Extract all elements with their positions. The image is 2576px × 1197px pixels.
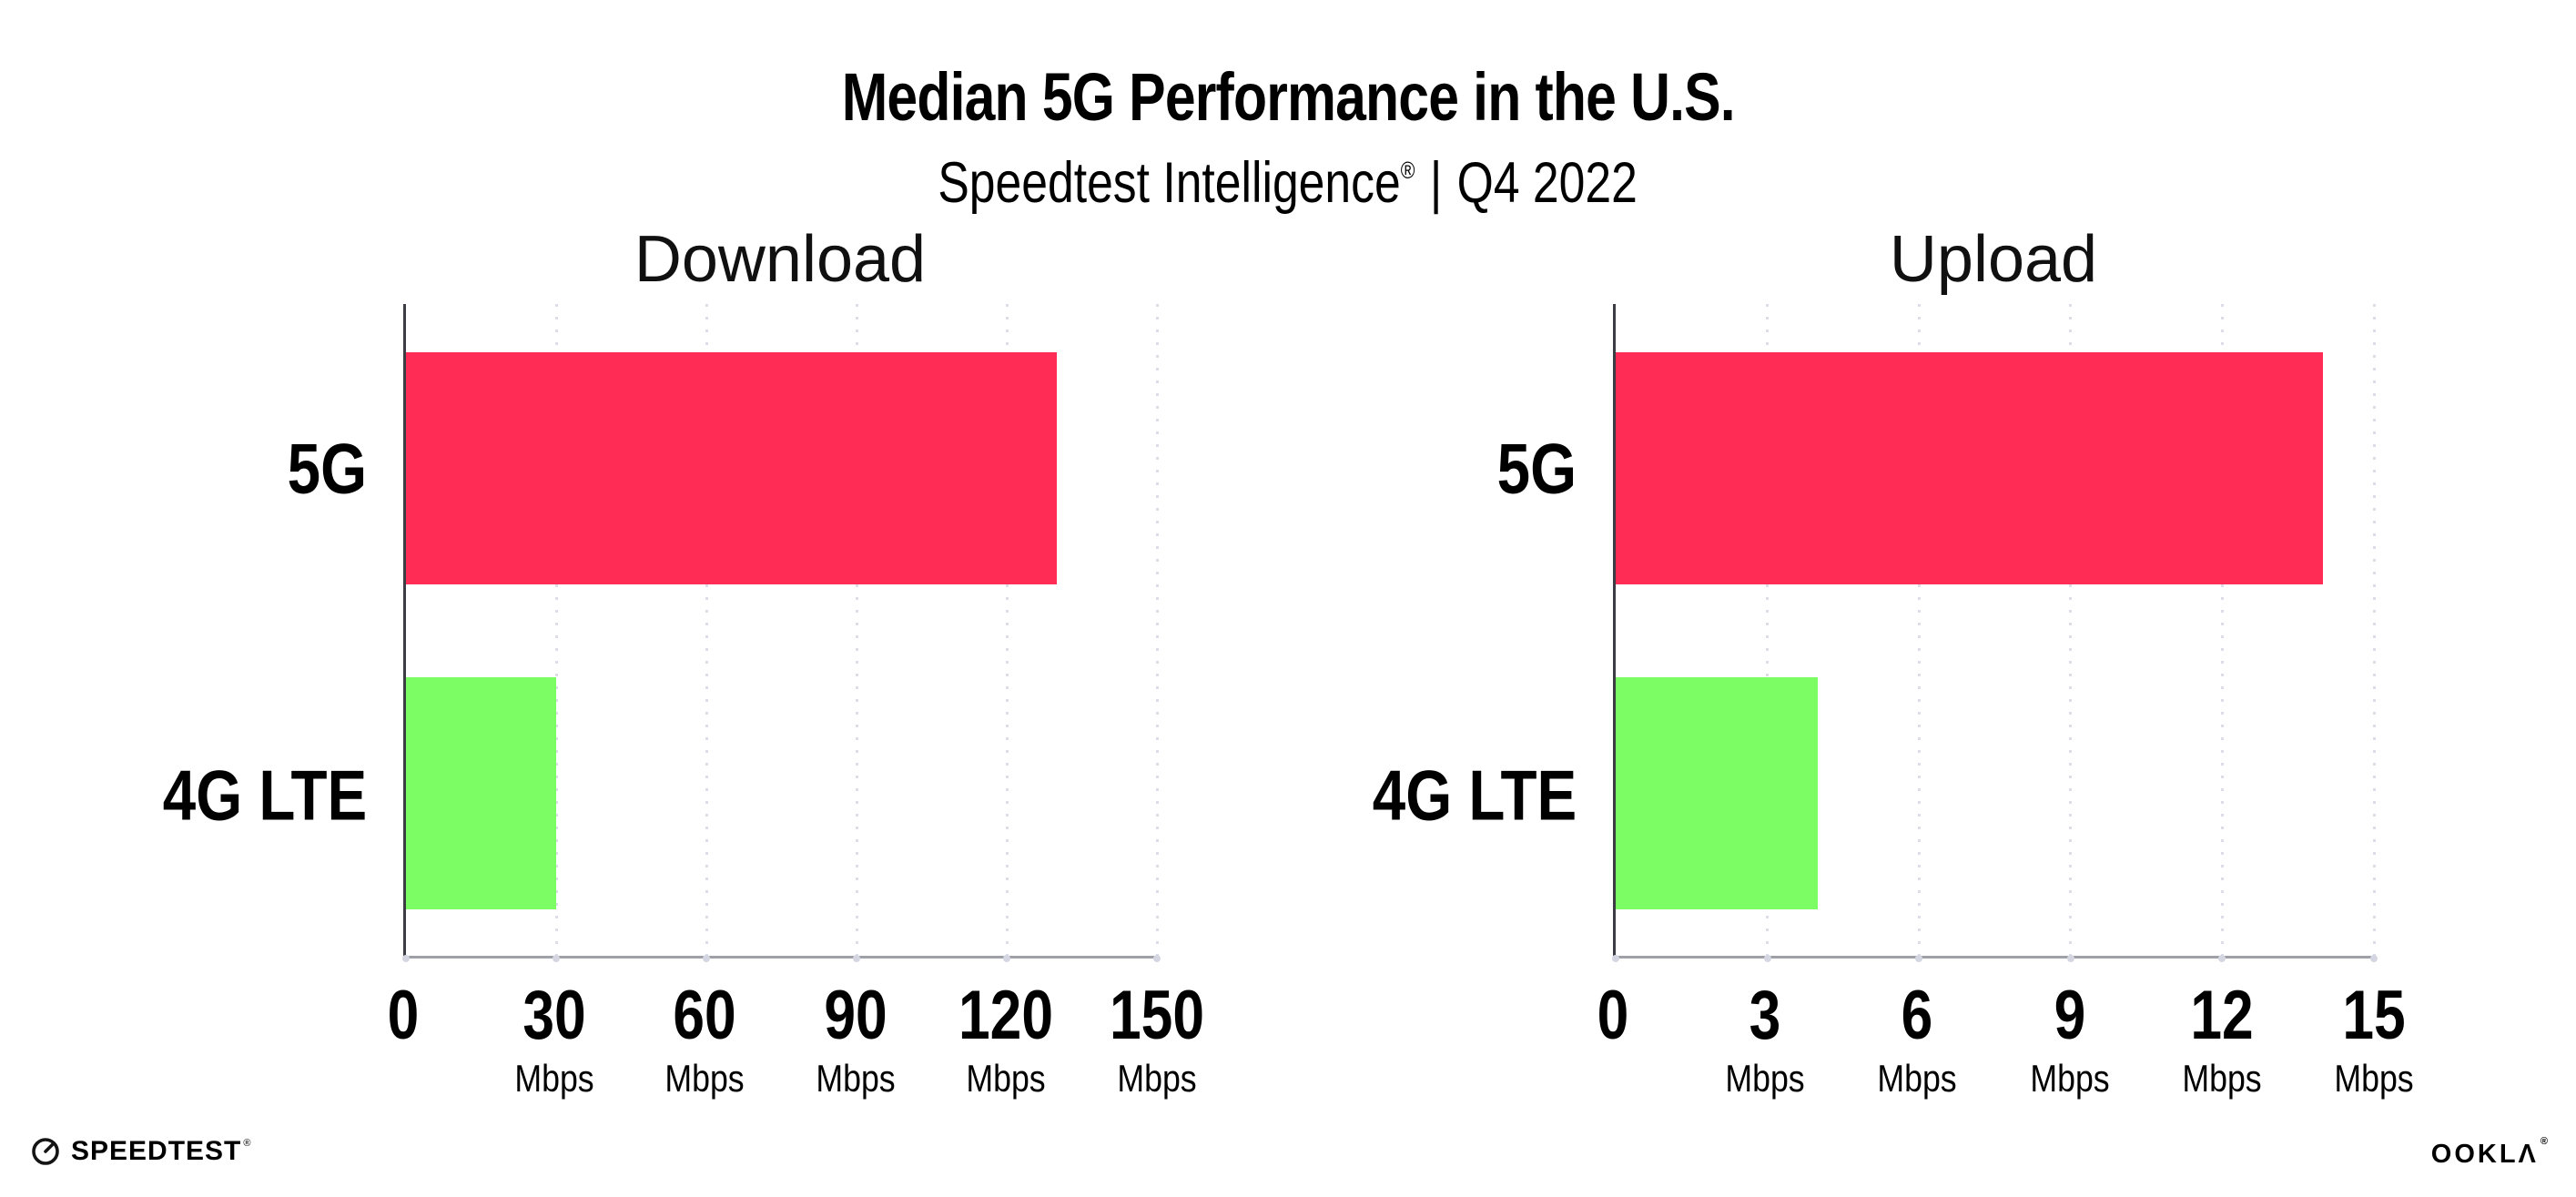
axis-tick-dot-0: [402, 955, 410, 962]
x-tick-unit: Mbps: [1725, 1057, 1805, 1100]
x-tick-value: 60: [673, 977, 736, 1054]
gridline-120: [1005, 304, 1009, 956]
x-tick-value: 30: [522, 977, 586, 1054]
x-tick-unit: Mbps: [513, 1057, 594, 1100]
category-label-5g: 5G: [287, 428, 367, 509]
upload-chart-title: Upload: [1889, 223, 2098, 296]
download-x-axis-ticks: 0 30 Mbps 60 Mbps 90 Mbps 120 Mbps 150 Mbps: [388, 981, 1204, 1136]
subtitle-period: Q4 2022: [1457, 151, 1638, 215]
x-tick-60: 60 Mbps: [658, 981, 752, 1098]
axis-tick-dot-120: [1003, 955, 1010, 962]
x-tick-unit: Mbps: [2029, 1057, 2110, 1100]
download-category-labels: 5G 4G LTE: [66, 304, 403, 959]
axis-tick-dot-30: [553, 955, 560, 962]
x-tick-value: 0: [387, 977, 420, 1054]
bar-4g-lte: [1616, 677, 1819, 910]
x-tick-value: 12: [2190, 977, 2254, 1054]
axis-tick-dot-150: [1153, 955, 1161, 962]
x-tick-0: 0: [384, 981, 422, 1050]
download-plot-area: [402, 304, 1161, 962]
bar-5g: [1616, 351, 2324, 584]
x-tick-unit: Mbps: [664, 1057, 745, 1100]
ookla-registered-mark-icon: ®: [2540, 1136, 2551, 1148]
ookla-wordmark: OOKLΛ: [2430, 1140, 2539, 1169]
x-tick-value: 150: [1110, 977, 1204, 1054]
x-tick-3: 3 Mbps: [1719, 981, 1812, 1098]
x-tick-6: 6 Mbps: [1871, 981, 1964, 1098]
x-tick-120: 120 Mbps: [948, 981, 1064, 1098]
ookla-logo: OOKLΛ ®: [2430, 1136, 2551, 1170]
x-tick-value: 3: [1749, 977, 1781, 1054]
x-tick-value: 120: [958, 977, 1054, 1054]
x-tick-unit: Mbps: [816, 1057, 896, 1100]
gridline-6: [1917, 304, 1921, 956]
x-tick-150: 150 Mbps: [1100, 981, 1215, 1098]
axis-tick-dot-60: [703, 955, 710, 962]
axis-tick-dot-3: [1763, 955, 1771, 962]
gridline-30: [554, 304, 558, 956]
subtitle-brand: Speedtest Intelligence: [938, 151, 1402, 215]
x-tick-90: 90 Mbps: [808, 981, 902, 1098]
page-title: Median 5G Performance in the U.S.: [0, 58, 2576, 136]
category-label-4g-lte: 4G LTE: [162, 755, 367, 836]
x-tick-value: 9: [2054, 977, 2085, 1054]
subtitle-separator: |: [1430, 151, 1443, 215]
x-tick-unit: Mbps: [2182, 1057, 2262, 1100]
x-tick-15: 15 Mbps: [2328, 981, 2421, 1098]
speedtest-gauge-icon: [32, 1138, 59, 1165]
x-tick-9: 9 Mbps: [2023, 981, 2116, 1098]
axis-tick-dot-6: [1915, 955, 1923, 962]
bar-4g-lte: [406, 677, 556, 910]
download-chart-title: Download: [634, 223, 927, 296]
x-tick-unit: Mbps: [2334, 1057, 2414, 1100]
upload-category-labels: 5G 4G LTE: [1276, 304, 1613, 959]
axis-tick-dot-9: [2066, 955, 2074, 962]
x-tick-12: 12 Mbps: [2175, 981, 2268, 1098]
speedtest-logo: SPEEDTEST ®: [30, 1136, 250, 1167]
gridline-12: [2220, 304, 2224, 956]
x-tick-unit: Mbps: [1117, 1057, 1197, 1100]
axis-tick-dot-0: [1612, 955, 1619, 962]
axis-tick-dot-15: [2370, 955, 2378, 962]
x-tick-value: 0: [1597, 977, 1629, 1054]
axis-tick-dot-12: [2218, 955, 2226, 962]
gridline-90: [855, 304, 858, 956]
gridline-3: [1766, 304, 1770, 956]
page-subtitle: Speedtest Intelligence® | Q4 2022: [0, 150, 2576, 216]
x-tick-unit: Mbps: [1877, 1057, 1958, 1100]
x-tick-30: 30 Mbps: [507, 981, 601, 1098]
upload-plot-area: [1612, 304, 2378, 962]
category-label-4g-lte: 4G LTE: [1372, 755, 1577, 836]
speedtest-registered-mark-icon: ®: [243, 1138, 251, 1149]
x-tick-value: 90: [824, 977, 887, 1054]
category-label-5g: 5G: [1496, 428, 1577, 509]
page-title-text: Median 5G Performance in the U.S.: [841, 58, 1735, 135]
bar-5g: [406, 351, 1057, 584]
speedtest-wordmark: SPEEDTEST: [71, 1136, 242, 1166]
x-tick-unit: Mbps: [966, 1057, 1047, 1100]
gridline-9: [2069, 304, 2073, 956]
gridline-150: [1155, 304, 1159, 956]
x-tick-value: 6: [1902, 977, 1933, 1054]
gridline-15: [2372, 304, 2376, 956]
axis-tick-dot-90: [853, 955, 860, 962]
registered-mark-icon: ®: [1401, 157, 1415, 184]
upload-x-axis-ticks: 0 3 Mbps 6 Mbps 9 Mbps 12 Mbps 15 Mbps: [1597, 981, 2414, 1136]
gridline-60: [705, 304, 708, 956]
x-tick-value: 15: [2342, 977, 2406, 1054]
x-tick-0: 0: [1594, 981, 1632, 1050]
